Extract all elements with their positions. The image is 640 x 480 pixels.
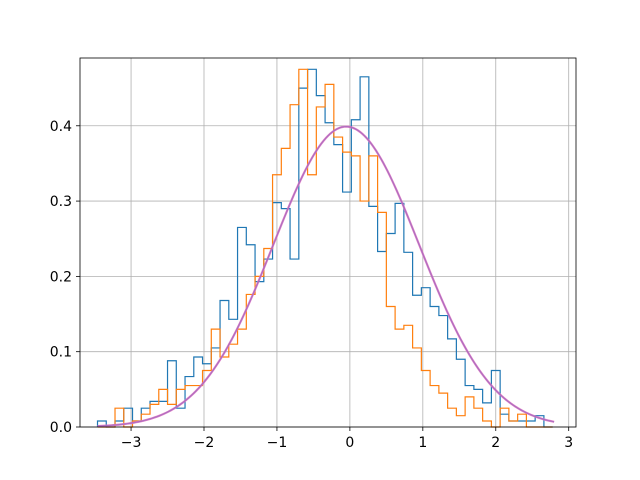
x-tick-label-5: 2: [491, 435, 500, 451]
histogram-series-0: [96, 68, 553, 428]
x-tick-label-2: −1: [267, 435, 288, 451]
y-tick-label-2: 0.2: [50, 269, 72, 285]
histogram-series-1: [97, 68, 553, 428]
x-tick-label-0: −3: [121, 435, 142, 451]
curve-layer: [97, 125, 555, 428]
x-tick-label-3: 0: [345, 435, 354, 451]
y-tick-label-0: 0.0: [50, 420, 72, 436]
x-axis: −3 −2 −1 0 1 2 3: [121, 427, 573, 451]
series-layer: [96, 68, 553, 428]
y-axis: 0.0 0.1 0.2 0.3 0.4: [50, 119, 80, 436]
grid: [80, 58, 576, 428]
y-tick-label-1: 0.1: [50, 345, 72, 361]
y-tick-label-4: 0.4: [50, 119, 72, 135]
y-tick-label-3: 0.3: [50, 194, 72, 210]
x-tick-label-6: 3: [564, 435, 573, 451]
density-curve-1: [97, 125, 555, 427]
x-tick-label-4: 1: [418, 435, 427, 451]
x-tick-label-1: −2: [194, 435, 215, 451]
plot-frame: [79, 57, 577, 428]
